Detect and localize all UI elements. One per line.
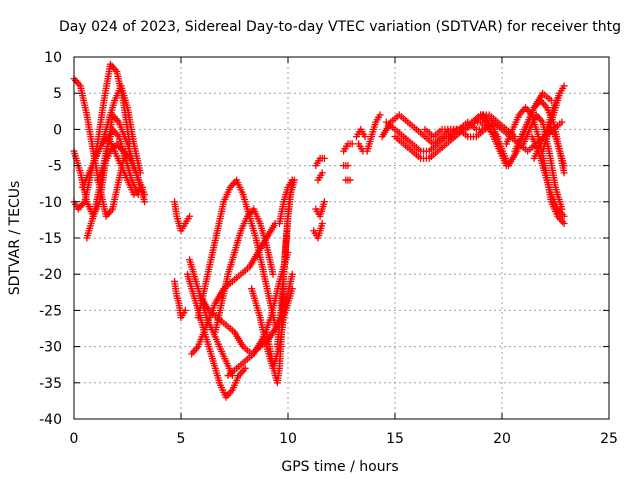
data-point — [502, 162, 510, 170]
series-e6 — [539, 82, 568, 155]
series-a7 — [94, 140, 149, 199]
y-tick-label: 0 — [53, 122, 62, 138]
data-point — [318, 169, 326, 177]
x-tick-label: 10 — [279, 431, 297, 447]
data-point — [560, 220, 568, 228]
data-point — [560, 212, 568, 220]
data-point — [241, 364, 249, 372]
series-c6 — [340, 162, 352, 170]
series-b6 — [194, 176, 279, 329]
data-point — [141, 191, 149, 199]
series-c5 — [340, 140, 356, 155]
series-c10 — [363, 111, 384, 155]
y-tick-label: -30 — [39, 340, 62, 356]
data-point — [320, 154, 328, 162]
series-b13 — [275, 176, 296, 228]
y-tick-label: -20 — [39, 267, 62, 283]
data-point — [498, 125, 506, 133]
chart-title: Day 024 of 2023, Sidereal Day-to-day VTE… — [59, 19, 621, 35]
y-tick-label: -15 — [39, 231, 62, 247]
data-points — [70, 60, 568, 401]
data-point — [348, 140, 356, 148]
series-e7 — [547, 125, 568, 170]
data-point — [181, 306, 189, 314]
data-point — [288, 176, 296, 184]
data-point — [186, 212, 194, 220]
data-point — [558, 118, 566, 126]
series-c1 — [312, 198, 328, 220]
y-axis-label: SDTVAR / TECUs — [7, 181, 23, 296]
y-tick-label: -25 — [39, 303, 62, 319]
x-tick-label: 20 — [493, 431, 511, 447]
y-tick-label: -5 — [48, 159, 62, 175]
data-point — [560, 82, 568, 90]
x-tick-label: 0 — [70, 431, 79, 447]
data-point — [344, 162, 352, 170]
data-point — [560, 162, 568, 170]
data-point — [288, 270, 296, 278]
series-c8 — [352, 125, 369, 141]
y-tick-label: 5 — [53, 86, 62, 102]
y-tick-label: -40 — [39, 412, 62, 428]
x-tick-label: 25 — [600, 431, 618, 447]
data-point — [560, 169, 568, 177]
data-point — [346, 176, 354, 184]
data-point — [376, 111, 384, 119]
y-tick-label: -35 — [39, 376, 62, 392]
x-axis-label: GPS time / hours — [281, 459, 398, 475]
series-c2 — [312, 154, 328, 170]
x-tick-label: 15 — [386, 431, 404, 447]
series-c3 — [314, 169, 326, 184]
series-b7 — [211, 205, 277, 336]
x-tick-label: 5 — [177, 431, 186, 447]
series-c4 — [310, 220, 326, 242]
series-b12 — [273, 176, 298, 351]
series-d6 — [477, 111, 510, 170]
data-point — [269, 270, 277, 278]
series-c7 — [342, 176, 354, 184]
series-b2 — [171, 277, 189, 322]
y-tick-label: -10 — [39, 195, 62, 211]
data-point — [320, 198, 328, 206]
data-point — [318, 220, 326, 228]
data-point — [141, 198, 149, 206]
series-b1 — [171, 198, 194, 235]
axis-ticks: 0 5 10 15 20 25 -40 -35 -30 -25 -20 -15 -10 -5 0 5 10 — [39, 50, 618, 447]
data-point — [361, 133, 369, 141]
y-tick-label: 10 — [44, 50, 62, 66]
